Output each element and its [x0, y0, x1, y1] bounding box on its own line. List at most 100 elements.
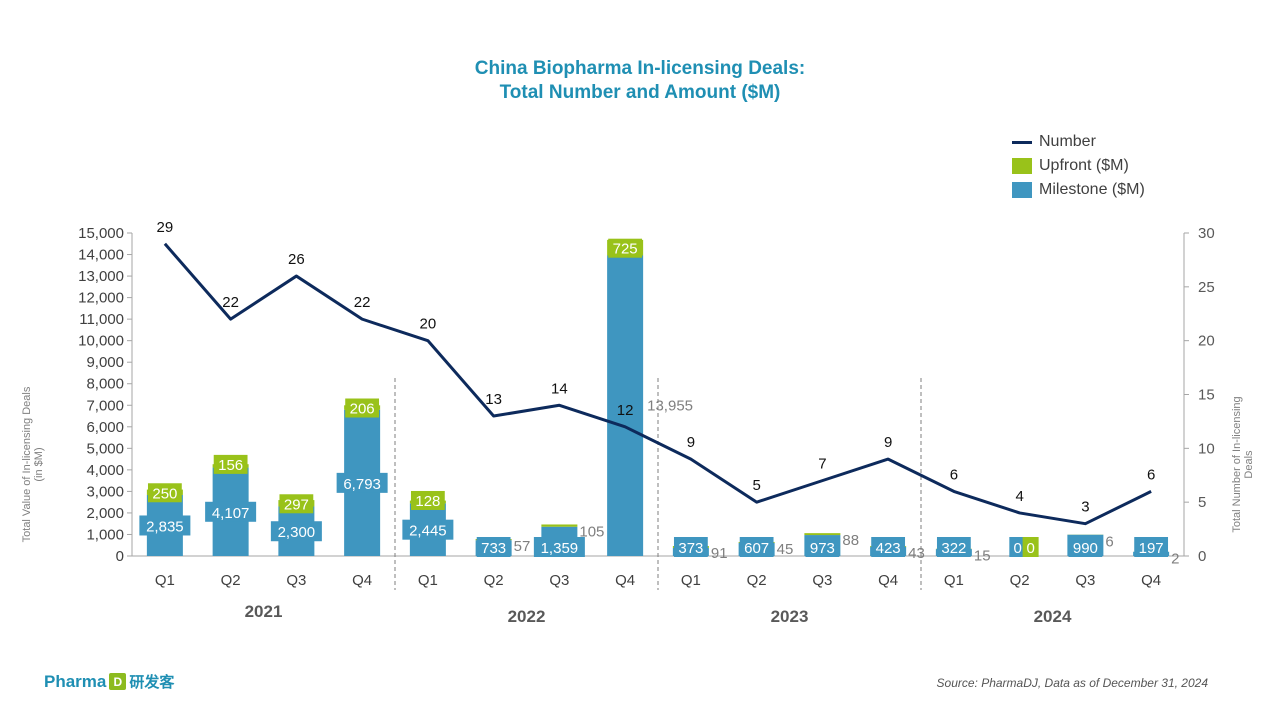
- upfront-label: 57: [514, 538, 531, 555]
- x-tick-label: Q1: [418, 572, 438, 589]
- milestone-label-box: [1134, 537, 1169, 557]
- milestone-label-box: [139, 515, 191, 536]
- y-tick-label-left: 13,000: [78, 268, 124, 285]
- number-label: 6: [950, 466, 958, 483]
- upfront-label: 88: [842, 532, 859, 549]
- milestone-label-box: [476, 537, 511, 557]
- upfront-label-box: [147, 483, 182, 503]
- milestone-label-box: [805, 537, 840, 557]
- x-tick-label: Q4: [1141, 572, 1161, 589]
- milestone-label: 733: [481, 540, 506, 557]
- y-tick-label-left: 5,000: [86, 440, 124, 457]
- milestone-label-box: [1068, 537, 1103, 557]
- upfront-label: 297: [284, 496, 309, 513]
- legend-label-upfront: Upfront ($M): [1039, 157, 1129, 174]
- upfront-label-box: [1022, 537, 1039, 557]
- number-label: 29: [157, 219, 174, 236]
- y-axis-title-right: Total Number of In-licensingDeals: [1231, 396, 1255, 532]
- upfront-label: 45: [777, 541, 794, 558]
- upfront-label: 15: [974, 548, 991, 565]
- chart-title-line-1: China Biopharma In-licensing Deals:: [474, 58, 806, 79]
- year-label: 2024: [1034, 607, 1072, 626]
- number-label: 7: [818, 456, 826, 473]
- y-tick-label-left: 4,000: [86, 462, 124, 479]
- milestone-bar: [607, 255, 644, 557]
- x-tick-label: Q1: [681, 572, 701, 589]
- y-tick-label-right: 25: [1198, 279, 1215, 296]
- logo-cn: 研发客: [129, 674, 175, 691]
- y-axis-title-right-line: Deals: [1243, 450, 1255, 479]
- milestone-label-box: [1009, 537, 1026, 557]
- y-tick-label-left: 0: [116, 548, 124, 565]
- number-label: 26: [288, 251, 305, 268]
- upfront-label-box: [608, 238, 643, 258]
- number-label: 12: [617, 402, 634, 419]
- upfront-label: 206: [350, 401, 375, 418]
- upfront-label-box: [345, 398, 380, 418]
- number-label: 9: [687, 434, 695, 451]
- pharmadj-logo: Pharma D 研发客: [44, 671, 174, 692]
- milestone-label-box: [402, 519, 454, 540]
- upfront-label: 0: [1026, 540, 1034, 557]
- y-tick-label-right: 10: [1198, 440, 1215, 457]
- y-tick-label-left: 2,000: [86, 505, 124, 522]
- y-tick-label-left: 15,000: [78, 225, 124, 242]
- milestone-label: 990: [1073, 540, 1098, 557]
- y-tick-label-left: 7,000: [86, 397, 124, 414]
- milestone-label-box: [205, 501, 257, 522]
- y-axis-title-left-line: Total Value of In-licensing Deals: [21, 386, 33, 542]
- milestone-label: 373: [678, 540, 703, 557]
- legend-item-milestone: Milestone ($M): [1012, 178, 1145, 202]
- year-label: 2023: [771, 607, 809, 626]
- upfront-bar: [541, 524, 578, 527]
- y-tick-label-left: 8,000: [86, 376, 124, 393]
- x-tick-label: Q3: [812, 572, 832, 589]
- milestone-label-box: [336, 472, 388, 493]
- x-tick-label: Q2: [484, 572, 504, 589]
- x-tick-label: Q4: [352, 572, 372, 589]
- milestone-label-box: [936, 537, 971, 557]
- number-line: [163, 242, 1152, 526]
- y-tick-label-left: 11,000: [79, 311, 124, 328]
- milestone-label: 2,300: [278, 524, 316, 541]
- x-tick-label: Q3: [286, 572, 306, 589]
- number-label: 6: [1147, 466, 1155, 483]
- y-axis-title-right-line: Total Number of In-licensing: [1231, 396, 1243, 532]
- milestone-label: 322: [941, 540, 966, 557]
- x-tick-label: Q2: [747, 572, 767, 589]
- upfront-label: 156: [218, 457, 243, 474]
- y-tick-label-left: 6,000: [86, 419, 124, 436]
- year-label: 2022: [508, 607, 546, 626]
- number-label: 4: [1015, 488, 1023, 505]
- milestone-label: 13,955: [647, 397, 693, 414]
- upfront-label: 128: [415, 493, 440, 510]
- upfront-label: 725: [613, 241, 638, 258]
- y-tick-label-right: 30: [1198, 225, 1215, 242]
- y-tick-label-left: 9,000: [86, 354, 124, 371]
- number-label: 22: [222, 294, 239, 311]
- y-tick-label-left: 12,000: [78, 290, 124, 307]
- legend-swatch-milestone: [1012, 182, 1032, 198]
- milestone-label: 2,445: [409, 523, 447, 540]
- y-tick-label-right: 5: [1198, 494, 1206, 511]
- x-tick-label: Q2: [1010, 572, 1030, 589]
- number-label: 3: [1081, 499, 1089, 516]
- source-note: Source: PharmaDJ, Data as of December 31…: [936, 676, 1208, 690]
- y-axis-title-left: Total Value of In-licensing Deals(in $M): [21, 386, 45, 542]
- milestone-label: 973: [810, 540, 835, 557]
- x-tick-label: Q3: [549, 572, 569, 589]
- milestone-label-box: [871, 537, 906, 557]
- y-tick-label-left: 10,000: [78, 333, 124, 350]
- upfront-label: 91: [711, 545, 728, 562]
- legend-item-number: Number: [1012, 130, 1145, 154]
- milestone-label: 1,359: [541, 540, 579, 557]
- number-label: 9: [884, 434, 892, 451]
- milestone-label: 2,835: [146, 518, 184, 535]
- milestone-label-box: [270, 521, 322, 542]
- chart-title-line-2: Total Number and Amount ($M): [499, 82, 781, 103]
- x-tick-label: Q4: [615, 572, 635, 589]
- legend: Number Upfront ($M) Milestone ($M): [1012, 130, 1145, 202]
- upfront-label-box: [410, 490, 445, 510]
- legend-item-upfront: Upfront ($M): [1012, 154, 1145, 178]
